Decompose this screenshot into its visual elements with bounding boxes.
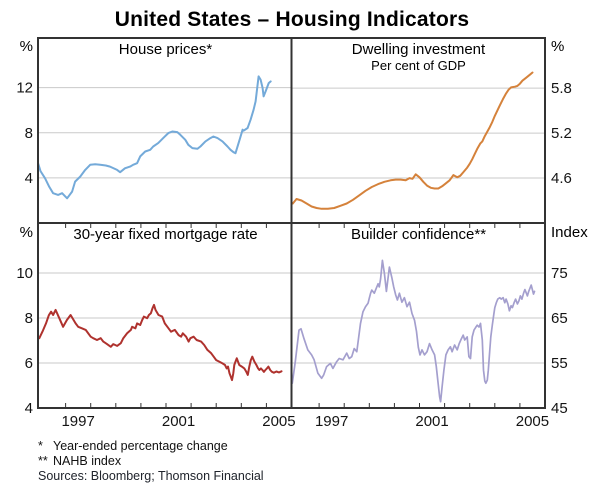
footnote-nahb: ** NAHB index	[38, 454, 121, 468]
y-tick-label: 4.6	[551, 170, 572, 187]
panel-subtitle-dwelling-investment: Per cent of GDP	[371, 58, 466, 73]
y-tick-label: 10	[16, 265, 33, 282]
x-tick-label: 2001	[415, 413, 448, 430]
builder-confidence-line	[291, 259, 536, 403]
footnote-text: NAHB index	[53, 454, 122, 468]
unit-label-top-right: %	[551, 38, 565, 55]
chart-title: United States – Housing Indicators	[114, 8, 470, 31]
unit-label-bottom-left: %	[19, 224, 33, 241]
panel-title-dwelling-investment: Dwelling investment	[351, 41, 486, 58]
y-tick-label: 75	[551, 265, 568, 282]
y-tick-label: 12	[16, 80, 33, 97]
y-tick-label: 5.8	[551, 80, 572, 97]
x-tick-label: 1997	[61, 413, 94, 430]
footnote-marker: *	[38, 439, 43, 453]
y-tick-label: 4	[25, 400, 33, 417]
unit-label-top-left: %	[19, 38, 33, 55]
x-tick-label: 1997	[315, 413, 348, 430]
y-tick-label: 8	[25, 310, 33, 327]
y-tick-label: 5.2	[551, 125, 572, 142]
y-tick-label: 6	[25, 355, 33, 372]
y-tick-label: 45	[551, 400, 568, 417]
x-tick-label: 2005	[516, 413, 549, 430]
footnote-house-prices: * Year-ended percentage change	[38, 439, 228, 453]
y-tick-label: 4	[25, 170, 33, 187]
y-tick-label: 65	[551, 310, 568, 327]
y-tick-label: 55	[551, 355, 568, 372]
x-tick-label: 2001	[162, 413, 195, 430]
dwelling-investment-line	[291, 71, 534, 210]
sources-line: Sources: Bloomberg; Thomson Financial	[38, 469, 264, 483]
panel-title-mortgage-rate: 30-year fixed mortgage rate	[73, 226, 258, 243]
y-tick-label: 8	[25, 125, 33, 142]
panel-title-house-prices: House prices*	[118, 41, 213, 58]
footnote-text: Year-ended percentage change	[53, 439, 228, 453]
panel-title-builder-confidence: Builder confidence**	[350, 226, 487, 243]
footnote-marker: **	[38, 454, 48, 468]
house-prices-line	[37, 75, 272, 200]
unit-label-bottom-right: Index	[551, 224, 588, 241]
x-tick-label: 2005	[262, 413, 295, 430]
mortgage-rate-line	[38, 303, 283, 382]
